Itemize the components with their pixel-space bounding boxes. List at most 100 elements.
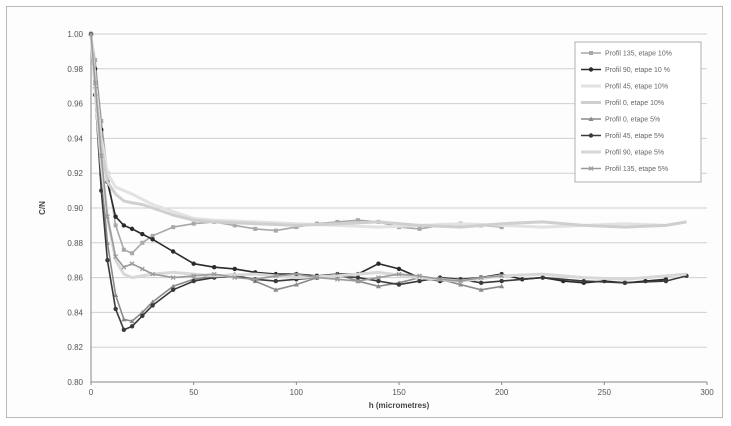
- data-point: [253, 226, 258, 231]
- data-point: [622, 280, 628, 286]
- data-point: [355, 275, 361, 280]
- series-4: [89, 33, 687, 229]
- legend-item: Profil 135, etape 5%: [581, 166, 668, 173]
- data-point: [355, 218, 360, 223]
- data-point: [129, 226, 135, 232]
- data-point: [191, 261, 196, 266]
- legend-label: Profil 45, etape 5%: [605, 133, 664, 140]
- data-point: [478, 287, 484, 292]
- data-point: [540, 275, 545, 280]
- x-tick-labels: 0 50 100 150 200 250 300: [89, 388, 714, 397]
- data-point: [396, 266, 402, 272]
- data-point: [273, 273, 279, 279]
- data-point: [293, 271, 299, 277]
- data-point: [150, 299, 156, 304]
- legend-marker: [588, 116, 594, 121]
- series-line: [90, 33, 502, 254]
- line-chart: 0.80 0.82 0.84 0.86 0.88 0.90 0.92 0.94 0.96 0.98…: [38, 30, 714, 410]
- data-point: [499, 225, 504, 230]
- data-point: [98, 153, 104, 159]
- legend-label: Profil 0, etape 10%: [605, 100, 664, 107]
- legend-item: Profil 45, etape 5%: [581, 133, 664, 140]
- data-point: [191, 221, 196, 226]
- data-point: [113, 214, 118, 219]
- data-point: [417, 226, 422, 231]
- data-point: [170, 249, 176, 254]
- data-point: [121, 264, 127, 270]
- data-point: [376, 261, 381, 266]
- series-1: [89, 32, 504, 256]
- legend-label: Profil 135, etape 5%: [605, 166, 668, 173]
- legend-item: Profil 90, etape 5%: [581, 150, 664, 157]
- axes: [90, 34, 708, 385]
- data-point: [499, 278, 504, 284]
- data-point: [129, 261, 135, 267]
- data-point: [121, 316, 127, 322]
- x-tick-label: 150: [392, 388, 406, 397]
- y-tick-label: 0.88: [67, 239, 83, 248]
- legend-marker: [588, 166, 594, 171]
- y-tick-label: 0.90: [67, 204, 83, 213]
- data-point: [499, 283, 505, 289]
- data-point: [417, 278, 422, 284]
- legend-item: Profil 135, etape 10%: [581, 51, 672, 58]
- series-3: [89, 33, 666, 229]
- y-tick-labels: 0.80 0.82 0.84 0.86 0.88 0.90 0.92 0.94 0.96 0.98…: [67, 30, 83, 387]
- data-point: [232, 223, 237, 228]
- x-tick-label: 200: [495, 388, 509, 397]
- data-point: [140, 313, 145, 319]
- data-point: [273, 287, 279, 292]
- data-point: [170, 275, 176, 281]
- y-tick-label: 0.84: [67, 308, 83, 317]
- y-tick-label: 0.98: [67, 65, 83, 74]
- plot-area: [88, 31, 689, 332]
- data-point: [396, 271, 402, 277]
- data-point: [105, 214, 110, 220]
- data-point: [417, 273, 422, 279]
- x-tick-label: 100: [290, 388, 304, 397]
- legend-label: Profil 0, etape 5%: [605, 117, 660, 124]
- data-point: [232, 275, 238, 281]
- data-point: [273, 228, 278, 233]
- data-point: [88, 31, 94, 37]
- legend-marker: [588, 133, 594, 138]
- data-point: [478, 275, 484, 281]
- data-point: [478, 280, 484, 286]
- data-point: [376, 278, 381, 284]
- legend-label: Profil 45, etape 10%: [605, 84, 668, 91]
- data-point: [334, 276, 340, 282]
- data-point: [437, 276, 443, 282]
- data-point: [129, 324, 135, 329]
- data-point: [113, 223, 118, 228]
- data-point: [150, 303, 155, 308]
- data-point: [129, 318, 135, 324]
- legend-item: Profil 45, etape 10%: [581, 84, 668, 91]
- data-point: [170, 287, 176, 292]
- data-point: [252, 276, 258, 282]
- data-point: [140, 240, 145, 245]
- data-point: [294, 225, 299, 230]
- y-tick-label: 0.80: [67, 378, 83, 387]
- data-point: [663, 278, 669, 284]
- data-point: [130, 251, 135, 256]
- data-point: [581, 278, 586, 284]
- data-point: [99, 119, 104, 123]
- x-tick-label: 300: [700, 388, 714, 397]
- data-point: [212, 264, 217, 270]
- data-point: [92, 80, 98, 86]
- x-axis-label: h (micrometres): [369, 401, 430, 410]
- legend-label: Profil 135, etape 10%: [605, 51, 672, 58]
- legend-item: Profil 90, etape 10 %: [581, 67, 670, 74]
- data-point: [191, 273, 197, 279]
- legend-label: Profil 90, etape 10 %: [605, 67, 670, 74]
- series-line: [89, 33, 666, 229]
- y-tick-label: 0.86: [67, 274, 83, 283]
- y-tick-label: 1.00: [67, 30, 83, 39]
- data-point: [150, 233, 155, 238]
- data-point: [499, 273, 505, 279]
- data-point: [113, 306, 118, 312]
- data-point: [335, 219, 340, 224]
- data-point: [171, 225, 176, 230]
- data-point: [232, 266, 237, 272]
- data-point: [293, 282, 299, 287]
